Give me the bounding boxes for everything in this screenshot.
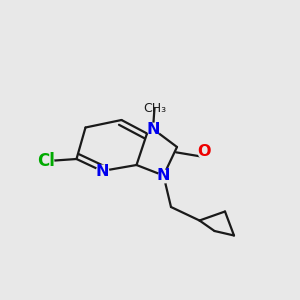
Text: N: N [95,164,109,178]
Text: CH₃: CH₃ [143,101,166,115]
Text: Cl: Cl [38,152,56,170]
Text: O: O [197,144,211,159]
Text: N: N [157,168,170,183]
Text: N: N [146,122,160,136]
